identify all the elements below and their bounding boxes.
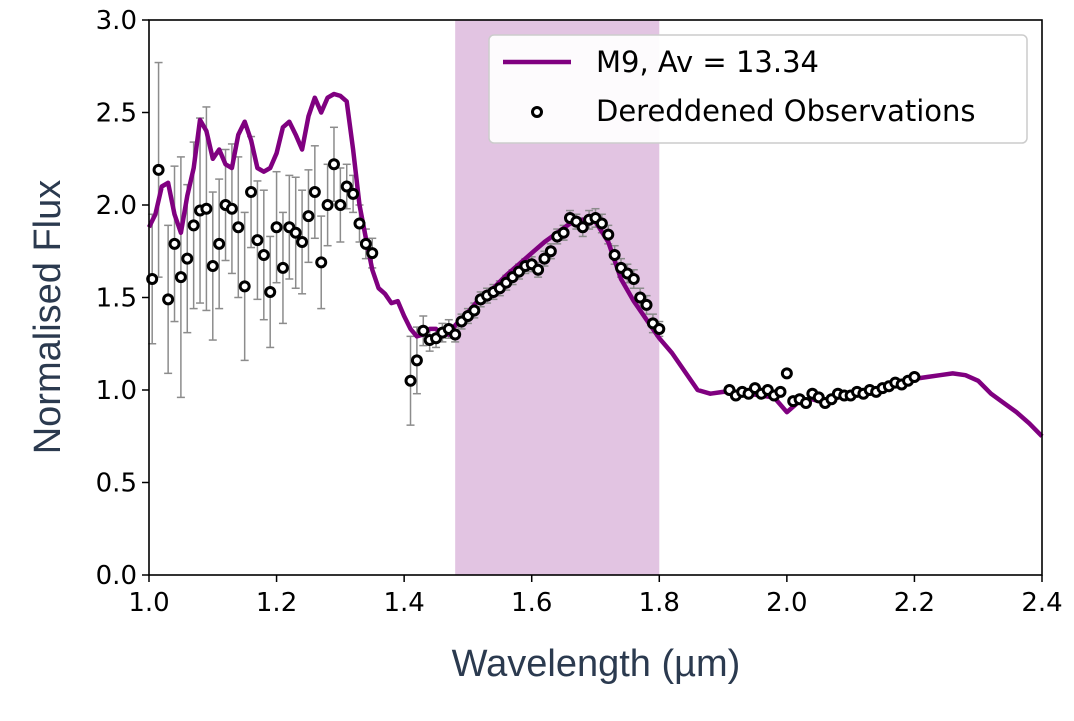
x-tick-label: 1.0 (128, 588, 169, 618)
observation-point (557, 226, 570, 239)
observation-point (404, 374, 417, 387)
legend-marker-swatch (531, 106, 543, 118)
observation-point (334, 199, 347, 211)
x-tick-label: 1.4 (383, 588, 424, 618)
observation-point (238, 280, 251, 293)
observation-point (321, 199, 334, 211)
observation-point (359, 237, 372, 250)
legend-label-observations: Dereddened Observations (596, 94, 976, 128)
observation-point (627, 273, 640, 285)
observation-point (181, 252, 194, 265)
observation-point (366, 247, 379, 260)
observation-point (538, 252, 551, 265)
observation-point (340, 180, 353, 193)
observation-point (206, 260, 219, 273)
legend: M9, Av = 13.34 Dereddened Observations (488, 34, 1028, 144)
observation-point (315, 256, 328, 269)
observation-point (276, 261, 289, 274)
observation-point (174, 271, 187, 284)
observation-point (417, 324, 430, 337)
observation-point (602, 228, 615, 241)
observation-marker-layer (146, 158, 921, 409)
observation-point (640, 298, 653, 311)
y-tick-label: 0.0 (96, 561, 137, 591)
observation-point (270, 221, 283, 234)
x-tick-label: 1.8 (639, 588, 680, 618)
observation-point (468, 304, 481, 317)
observation-point (264, 285, 277, 298)
observation-point (410, 354, 423, 367)
x-axis-ticks: 1.0 1.2 1.4 1.6 1.8 2.0 2.2 2.4 (128, 575, 1063, 618)
observation-point (544, 245, 557, 258)
observation-point (168, 237, 181, 250)
observation-point (576, 221, 589, 234)
observation-point (152, 163, 165, 176)
observation-point (532, 263, 545, 276)
x-tick-label: 2.0 (766, 588, 807, 618)
x-tick-label: 2.2 (894, 588, 935, 618)
y-tick-label: 3.0 (96, 6, 137, 36)
observation-point (634, 291, 647, 304)
y-axis-title: Normalised Flux (27, 180, 69, 455)
y-tick-label: 1.5 (96, 284, 137, 314)
y-axis-ticks: 0.0 0.5 1.0 1.5 2.0 2.5 3.0 (96, 6, 149, 591)
observation-point (799, 396, 812, 409)
observation-point (449, 328, 462, 341)
observation-point (908, 371, 921, 384)
observation-point (257, 248, 270, 261)
x-tick-label: 1.2 (256, 588, 297, 618)
observation-point (146, 273, 159, 285)
observation-point (302, 210, 315, 223)
observation-point (296, 236, 309, 248)
observation-point (327, 158, 340, 171)
observation-point (200, 202, 213, 215)
observation-point (213, 237, 226, 250)
observation-point (780, 367, 793, 380)
y-tick-label: 0.5 (96, 469, 137, 499)
y-tick-label: 1.0 (96, 376, 137, 406)
observation-point (653, 322, 666, 335)
observation-point (162, 293, 175, 306)
legend-box (488, 34, 1028, 144)
observation-point (251, 234, 264, 247)
observation-point (774, 385, 787, 398)
observation-point (347, 187, 360, 200)
y-tick-label: 2.0 (96, 191, 137, 221)
observation-point (289, 226, 302, 239)
observation-point (187, 219, 200, 232)
y-tick-label: 2.5 (96, 99, 137, 129)
observation-point (245, 186, 258, 199)
observation-point (225, 202, 238, 215)
observation-point (353, 217, 366, 230)
legend-label-model: M9, Av = 13.34 (596, 45, 819, 79)
observation-point (308, 186, 321, 199)
observation-point (608, 248, 621, 261)
observation-point (595, 217, 608, 230)
x-tick-label: 1.6 (511, 588, 552, 618)
x-tick-label: 2.4 (1021, 588, 1062, 618)
observation-point (232, 221, 245, 234)
x-axis-title: Wavelength (µm) (452, 643, 741, 685)
